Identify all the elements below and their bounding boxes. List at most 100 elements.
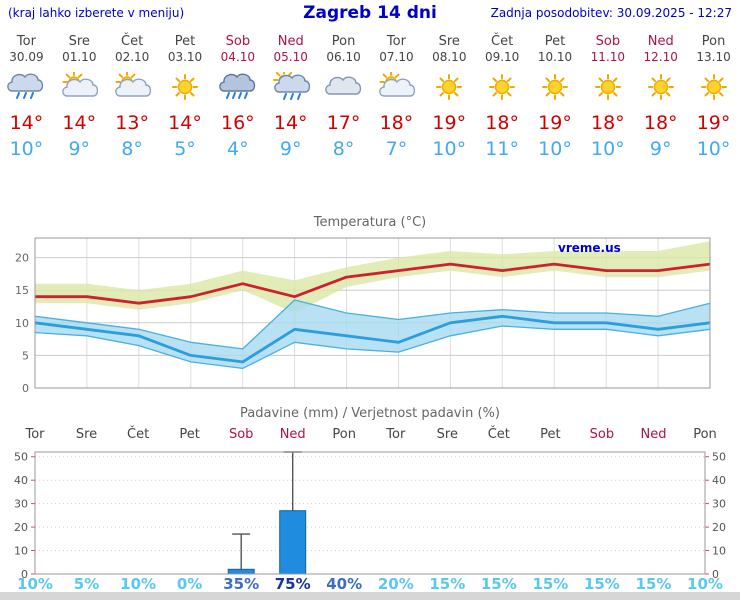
day-name: Čet xyxy=(121,34,144,49)
precip-day-label: Sre xyxy=(436,427,458,442)
day-date: 06.10 xyxy=(326,50,361,64)
tmax-label: 18° xyxy=(591,112,625,134)
tmin-label: 9° xyxy=(279,138,302,160)
day-name: Pet xyxy=(544,34,566,49)
svg-text:15: 15 xyxy=(15,284,29,297)
tmin-label: 10° xyxy=(696,138,731,160)
tmin-label: 10° xyxy=(538,138,572,160)
svg-text:50: 50 xyxy=(14,451,28,464)
svg-text:10: 10 xyxy=(14,545,28,558)
temperature-chart: 0 5 10 15 20 vreme.us xyxy=(15,237,711,394)
svg-text:30: 30 xyxy=(712,498,726,511)
last-updated: Zadnja posodobitev: 30.09.2025 - 12:27 xyxy=(490,6,732,20)
tmin-label: 9° xyxy=(68,138,91,160)
svg-text:10: 10 xyxy=(15,317,29,330)
weather-icon-rain xyxy=(0,72,53,108)
tmin-label: 4° xyxy=(227,138,249,160)
precip-day-label: Čet xyxy=(487,427,510,442)
weather-icon-sunny xyxy=(687,72,740,108)
day-date: 03.10 xyxy=(167,50,203,64)
svg-text:20: 20 xyxy=(15,252,29,265)
weather-icon-sunny xyxy=(159,72,212,108)
day-date: 04.10 xyxy=(220,50,256,64)
weather-icon-sunny xyxy=(581,72,634,108)
precip-probability-label: 10% xyxy=(687,575,723,593)
tmax-label: 13° xyxy=(115,112,149,134)
precip-probability-label: 10% xyxy=(120,575,157,593)
day-date: 11.10 xyxy=(590,50,626,64)
precip-day-label: Tor xyxy=(25,427,45,442)
day-column: Čet 09.10 18° 11° xyxy=(476,32,529,160)
precip-day-label: Ned xyxy=(640,427,667,442)
tmin-label: 7° xyxy=(385,138,408,160)
precip-probability-label: 15% xyxy=(429,575,466,593)
day-date: 08.10 xyxy=(432,50,467,64)
day-name: Ned xyxy=(647,34,674,49)
precip-probability-label: 15% xyxy=(532,575,569,593)
day-column: Pet 10.10 19° 10° xyxy=(529,32,582,160)
weather-icon-sunny xyxy=(634,72,687,108)
page-title: Zagreb 14 dni xyxy=(303,3,437,23)
day-date: 13.10 xyxy=(696,50,731,64)
precip-day-label: Pet xyxy=(179,427,200,442)
forecast-days-row: Tor 30.09 14° 10° Sre 01.10 14° 9° Čet 0… xyxy=(0,32,740,160)
tmax-label: 14° xyxy=(9,112,44,134)
precip-probability-label: 75% xyxy=(274,575,311,593)
svg-text:0: 0 xyxy=(712,568,719,581)
weather-icon-heavy-rain xyxy=(211,72,264,108)
day-column: Tor 30.09 14° 10° xyxy=(0,32,53,160)
precip-day-label: Tor xyxy=(386,427,406,442)
day-date: 12.10 xyxy=(643,50,678,64)
weather-icon-sunny xyxy=(476,72,529,108)
day-column: Pon 13.10 19° 10° xyxy=(687,32,740,160)
bottom-strip xyxy=(0,592,740,600)
tmax-label: 19° xyxy=(538,112,572,134)
svg-text:0: 0 xyxy=(21,568,28,581)
svg-text:10: 10 xyxy=(712,545,726,558)
precip-probability-label: 15% xyxy=(480,575,517,593)
precip-day-label: Ned xyxy=(279,427,306,442)
day-date: 02.10 xyxy=(114,50,150,64)
precip-day-label: Pon xyxy=(693,427,717,442)
tmax-label: 19° xyxy=(432,112,467,134)
day-date: 01.10 xyxy=(62,50,97,64)
tmax-label: 18° xyxy=(485,112,519,134)
precip-day-label: Pet xyxy=(540,427,561,442)
svg-text:5: 5 xyxy=(22,349,29,362)
precip-probability-label: 15% xyxy=(583,575,620,593)
svg-text:20: 20 xyxy=(712,521,726,534)
tmin-label: 5° xyxy=(174,138,196,160)
watermark: vreme.us xyxy=(558,241,621,255)
temperature-chart-title: Temperatura (°C) xyxy=(313,215,427,230)
tmax-label: 18° xyxy=(379,112,414,134)
precip-probability-label: 5% xyxy=(73,575,100,593)
precip-day-labels: Tor Sre Čet Pet Sob Ned Pon Tor Sre Čet Pet Sob Ned P… xyxy=(0,427,740,443)
precip-day-label: Sob xyxy=(228,427,254,442)
precip-day-label: Sre xyxy=(75,427,98,442)
svg-text:50: 50 xyxy=(712,451,726,464)
weather-icon-partly xyxy=(53,70,106,108)
weather-icon-partly xyxy=(370,70,423,108)
precip-probability-label: 40% xyxy=(326,575,363,593)
weather-icon-cloudy xyxy=(317,72,370,108)
precip-probability-label: 15% xyxy=(635,575,672,593)
day-date: 30.09 xyxy=(9,50,44,64)
svg-text:40: 40 xyxy=(712,474,726,487)
weather-icon-rain-sun xyxy=(264,69,317,108)
tmin-label: 8° xyxy=(332,138,355,160)
day-name: Pet xyxy=(174,34,196,49)
day-name: Tor xyxy=(386,34,406,49)
tmax-label: 14° xyxy=(62,112,97,134)
precipitation-chart: 0 0 10 10 20 20 30 30 40 40 50 50 xyxy=(14,451,726,581)
day-column: Čet 02.10 13° 8° xyxy=(106,32,159,160)
svg-text:0: 0 xyxy=(22,382,29,394)
weather-icon-sunny xyxy=(423,72,476,108)
day-name: Sre xyxy=(68,34,90,49)
tmax-label: 16° xyxy=(221,112,255,134)
precipitation-chart-title: Padavine (mm) / Verjetnost padavin (%) xyxy=(240,406,500,421)
day-name: Tor xyxy=(16,34,36,49)
precip-probability-label: 35% xyxy=(223,575,260,593)
precip-probability-row: 10% 5% 10% 0% 35% 75% 40% 20% 15% 15% 15% 15% 15% 10% xyxy=(0,575,740,593)
precip-day-label: Čet xyxy=(127,427,150,442)
day-name: Pon xyxy=(701,34,726,49)
